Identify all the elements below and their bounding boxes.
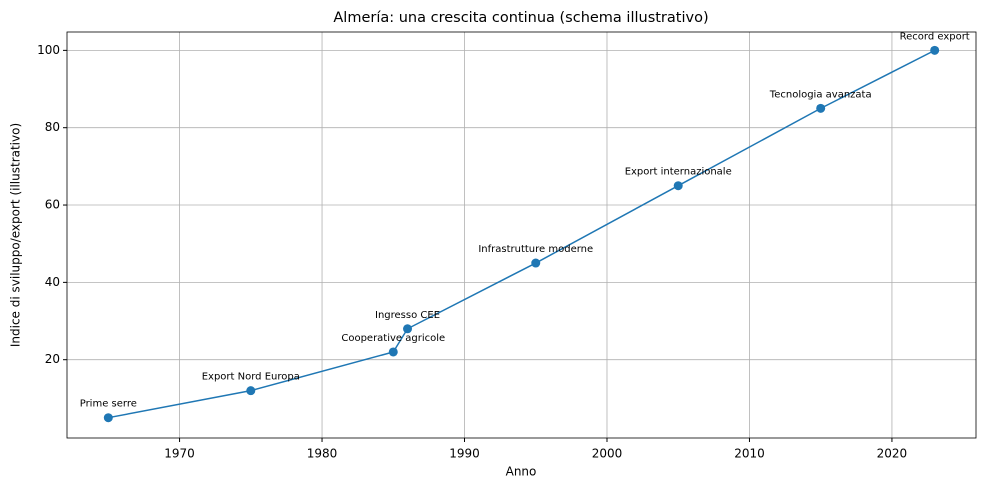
x-tick-label: 1970 [164, 447, 195, 461]
annotation: Infrastrutture moderne [478, 244, 593, 255]
point [403, 324, 413, 334]
y-tick-label: 100 [37, 43, 60, 57]
annotation: Export internazionale [625, 167, 732, 178]
x-tick-label: 1990 [449, 447, 480, 461]
point [673, 181, 683, 191]
x-tick-label: 1980 [307, 447, 338, 461]
x-tick-label: 2020 [877, 447, 908, 461]
y-tick-label: 20 [45, 352, 60, 366]
y-tick-label: 60 [45, 198, 60, 212]
point [930, 45, 940, 55]
point [246, 386, 256, 396]
x-axis-label: Anno [506, 465, 537, 479]
x-tick-label: 2010 [734, 447, 765, 461]
annotation: Record export [900, 31, 970, 42]
point [531, 258, 541, 268]
y-tick-label: 40 [45, 275, 60, 289]
point [816, 103, 826, 113]
plot-frame [66, 31, 977, 439]
annotation: Prime serre [80, 399, 137, 410]
chart-title: Almería: una crescita continua (schema i… [333, 10, 708, 26]
annotation: Ingresso CEE [375, 310, 440, 321]
y-axis-label: Indice di sviluppo/export (illustrativo) [9, 123, 23, 347]
point [103, 413, 113, 423]
x-tick-label: 2000 [592, 447, 623, 461]
line [108, 49, 936, 419]
point [388, 347, 398, 357]
y-tick-label: 80 [45, 120, 60, 134]
annotation: Tecnologia avanzata [769, 89, 872, 100]
annotation: Export Nord Europa [202, 372, 300, 383]
annotation: Cooperative agricole [341, 333, 445, 344]
